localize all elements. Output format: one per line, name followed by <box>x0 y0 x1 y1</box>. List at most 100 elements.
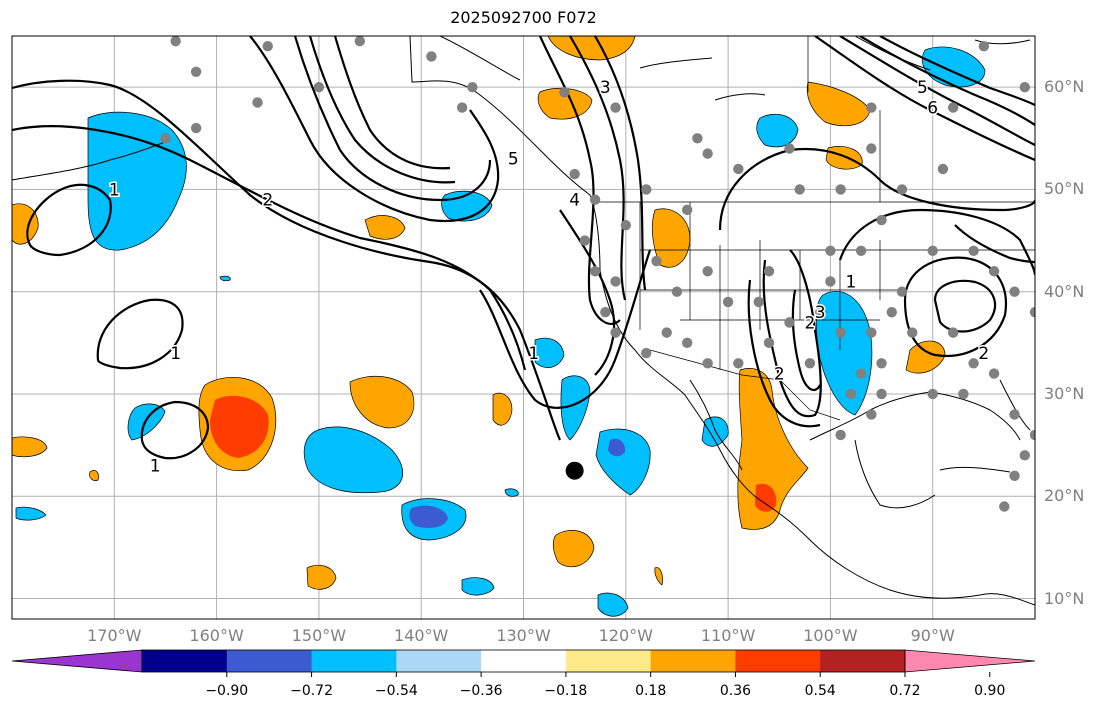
longitude-label: 150°W <box>291 626 347 645</box>
colorbar-extend-high <box>904 649 1036 673</box>
negative-anomaly-central-pacific <box>303 426 403 494</box>
station-dot <box>681 204 693 216</box>
negative-anomaly-aleutian <box>87 111 187 251</box>
station-dot <box>988 368 1000 379</box>
colorbar-segment <box>565 650 652 672</box>
station-dot <box>1009 409 1020 420</box>
contour-label: 4 <box>569 191 580 211</box>
positive-anomaly-manitoba <box>825 146 863 170</box>
contour-label: 1 <box>150 457 161 477</box>
station-dot <box>262 41 273 52</box>
station-dot <box>1040 41 1050 51</box>
station-dot <box>569 168 580 180</box>
coastlines <box>12 36 1035 606</box>
station-dot <box>559 87 570 98</box>
strong-negative-1 <box>409 505 448 528</box>
colorbar-tick-label: 0.72 <box>889 683 921 699</box>
longitude-label: 90°W <box>910 626 955 645</box>
negative-anomaly-coast <box>534 337 565 368</box>
colorbar-segment <box>481 650 567 672</box>
station-dot <box>947 102 959 113</box>
station-dot <box>886 306 897 318</box>
station-dot <box>825 276 836 287</box>
station-dot <box>896 286 908 297</box>
station-dot <box>876 358 887 369</box>
station-dot <box>937 163 949 175</box>
negative-anomaly-gulf-ca <box>701 416 729 447</box>
longitude-label: 140°W <box>394 626 449 645</box>
station-dot <box>610 327 621 338</box>
station-dot <box>190 122 202 134</box>
colorbar-segment <box>735 650 821 672</box>
station-dot <box>866 143 877 154</box>
map-title: 2025092700 F072 <box>450 8 597 27</box>
station-dot <box>866 327 877 338</box>
station-dot <box>160 133 171 144</box>
negative-anomaly-west <box>127 403 166 441</box>
station-dot <box>671 286 683 297</box>
station-dot <box>845 388 857 400</box>
contour-label: 1 <box>109 180 120 200</box>
colorbar-segment <box>142 650 228 672</box>
strong-positive-mexico <box>755 483 777 512</box>
colorbar-segment <box>650 650 736 672</box>
station-dot <box>589 266 601 277</box>
station-dot <box>733 163 744 175</box>
station-dot <box>641 184 652 195</box>
positive-anomaly-west-coast <box>12 203 39 245</box>
station-dot <box>1029 429 1035 441</box>
colorbar-extend-low <box>11 649 143 673</box>
longitude-label: 110°W <box>700 626 756 645</box>
positive-anomaly-north <box>547 36 636 61</box>
colorbar <box>11 649 1036 677</box>
station-dot <box>456 102 468 113</box>
colorbar-segment <box>396 650 482 672</box>
station-dot <box>702 358 713 369</box>
colorbar-tick-label: −0.54 <box>374 683 418 699</box>
colorbar-tick-label: 0.54 <box>804 683 836 699</box>
longitude-label: 160°W <box>189 626 244 645</box>
station-dot <box>702 148 713 159</box>
contour-label: 2 <box>262 191 273 211</box>
contour-label: 2 <box>978 344 989 364</box>
colorbar-segment <box>311 650 397 672</box>
station-dot <box>763 337 775 349</box>
positive-anomaly-tiny-1 <box>89 470 99 481</box>
positive-anomaly-gulf <box>905 340 946 374</box>
station-dot <box>876 388 887 400</box>
contour-label: 5 <box>917 78 928 98</box>
latitude-label: 60°N <box>1044 77 1085 97</box>
positive-anomaly-canada <box>806 81 871 127</box>
station-dot <box>467 81 478 93</box>
station-dot <box>579 235 591 246</box>
station-dot <box>1019 450 1030 461</box>
station-markers <box>160 36 1050 512</box>
negative-anomaly-socal <box>595 428 651 496</box>
strong-negative-2 <box>608 438 626 457</box>
station-dot <box>354 36 366 47</box>
station-dot <box>600 306 611 318</box>
longitude-label: 170°W <box>87 626 142 645</box>
station-dot <box>968 245 979 256</box>
strong-positive-hawaii <box>210 395 269 458</box>
negative-anomaly-small-2 <box>597 592 629 617</box>
station-dot <box>927 388 938 400</box>
station-dot <box>794 184 805 195</box>
colorbar-tick-label: 0.36 <box>719 683 752 699</box>
station-dot <box>825 245 836 256</box>
negative-anomaly-texas <box>815 291 873 416</box>
station-dot <box>988 266 1000 277</box>
colorbar-tick-label: −0.36 <box>459 683 503 699</box>
station-dot <box>692 133 703 144</box>
contour-label: 6 <box>927 99 938 119</box>
latitude-label: 50°N <box>1044 179 1085 199</box>
positive-anomaly-gulf-alaska <box>364 215 406 240</box>
negative-anomaly-canada <box>756 113 799 148</box>
contour-label: 1 <box>170 344 181 364</box>
station-dot <box>866 102 877 113</box>
station-dot <box>589 194 601 205</box>
negative-anomaly-baja <box>560 375 591 441</box>
station-dot <box>702 266 713 277</box>
station-dot <box>681 337 693 349</box>
station-dot <box>252 97 263 108</box>
